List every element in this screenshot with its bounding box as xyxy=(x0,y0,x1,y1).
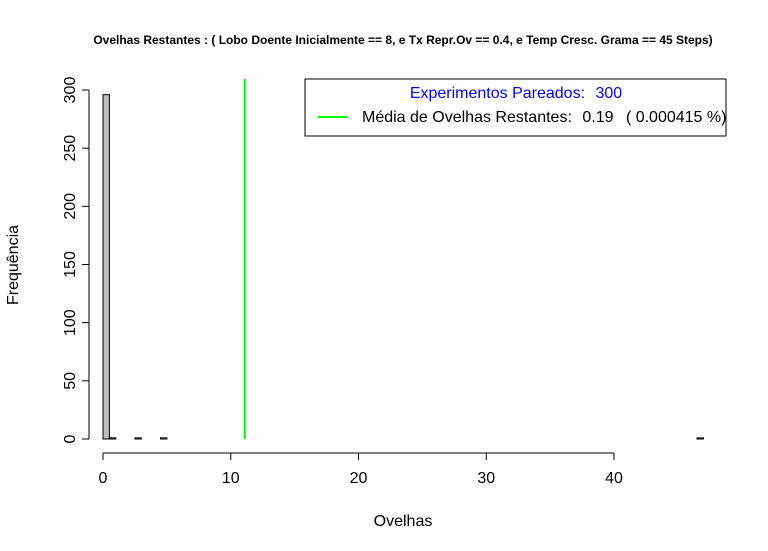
legend-header: Experimentos Pareados: 300 xyxy=(410,85,622,102)
y-tick-label: 200 xyxy=(62,193,79,220)
legend-entry: Média de Ovelhas Restantes: 0.19 ( 0.000… xyxy=(362,109,726,126)
histogram-bar xyxy=(134,437,142,440)
x-tick-label: 40 xyxy=(605,470,623,487)
x-axis: 0 10 20 30 40 xyxy=(99,452,623,487)
histogram-bar xyxy=(102,94,110,440)
legend-entry-value: 0.19 xyxy=(582,109,613,126)
histogram-bar xyxy=(159,437,168,440)
y-tick-label: 50 xyxy=(62,372,79,390)
legend-entry-label: Média de Ovelhas Restantes: xyxy=(362,109,572,126)
y-axis: 0 50 100 150 200 250 300 xyxy=(62,77,90,443)
x-tick-label: 10 xyxy=(222,470,240,487)
histogram-bar xyxy=(696,437,704,440)
legend-header-label: Experimentos Pareados: xyxy=(410,85,585,102)
x-tick-label: 0 xyxy=(99,470,108,487)
x-tick-label: 30 xyxy=(477,470,495,487)
y-tick-label: 100 xyxy=(62,309,79,336)
x-tick-label: 20 xyxy=(350,470,368,487)
y-tick-label: 300 xyxy=(62,77,79,104)
y-axis-label: Frequência xyxy=(5,225,22,305)
x-axis-label: Ovelhas xyxy=(374,513,433,530)
y-tick-label: 0 xyxy=(62,434,79,443)
legend-entry-pct: ( 0.000415 %) xyxy=(626,109,727,126)
legend-header-value: 300 xyxy=(595,85,622,102)
y-tick-label: 250 xyxy=(62,135,79,162)
histogram-bars xyxy=(102,94,704,440)
histogram-bar xyxy=(108,437,117,440)
legend-box xyxy=(304,78,727,137)
legend: Experimentos Pareados: 300 Média de Ovel… xyxy=(304,78,727,137)
chart-title: Ovelhas Restantes : ( Lobo Doente Inicia… xyxy=(93,33,712,47)
y-tick-label: 150 xyxy=(62,251,79,278)
